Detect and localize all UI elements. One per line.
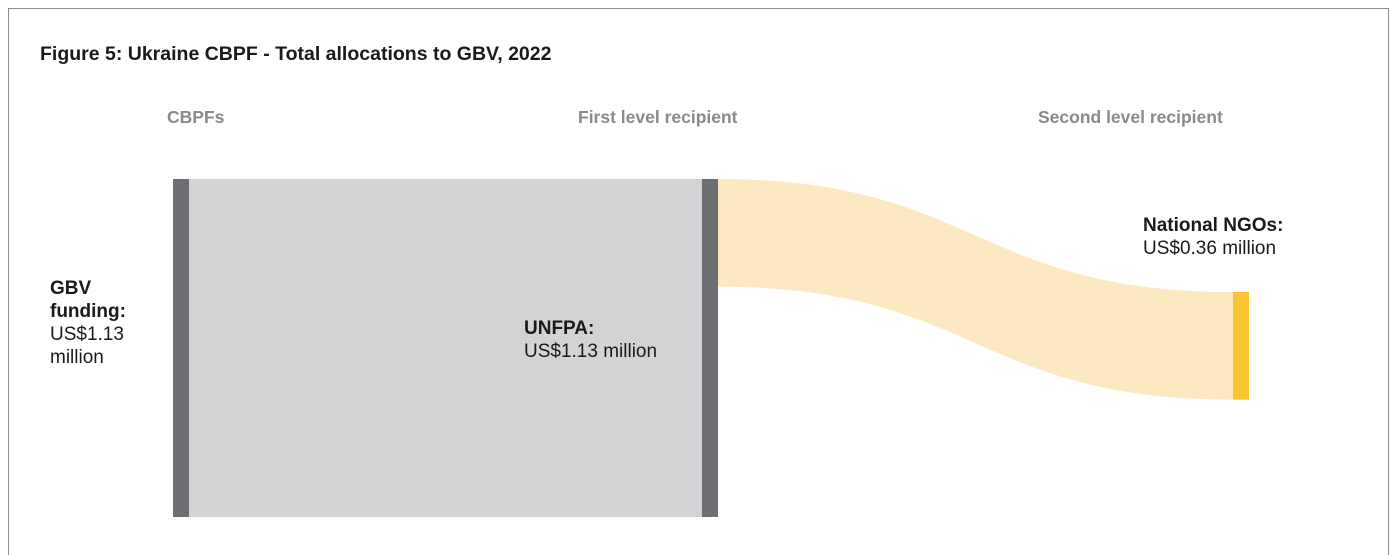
national-ngos-name: National NGOs: [1143,215,1284,236]
column-header-cbpfs: CBPFs [167,107,225,127]
node-national-ngos [1233,292,1249,400]
column-header-first-level-recipient: First level recipient [578,107,738,127]
flow-unfpa-to-national-ngos [718,179,1233,400]
figure-title: Figure 5: Ukraine CBPF - Total allocatio… [40,43,552,65]
unfpa-value: US$1.13 million [524,341,658,362]
gbv-funding-name: GBV funding: [50,278,126,322]
gbv-funding-label: GBV funding: US$1.13 million [50,277,160,369]
node-gbv-funding [173,179,189,517]
flow-gbv-to-unfpa [189,179,702,517]
figure-frame [8,8,1389,555]
column-header-second-level-recipient: Second level recipient [1038,107,1223,127]
unfpa-label: UNFPA: US$1.13 million [524,317,657,363]
national-ngos-label: National NGOs: US$0.36 million [1143,214,1283,260]
node-unfpa [702,179,718,517]
national-ngos-value: US$0.36 million [1143,238,1277,259]
unfpa-name: UNFPA: [524,318,595,339]
gbv-funding-value: US$1.13 million [50,324,124,368]
